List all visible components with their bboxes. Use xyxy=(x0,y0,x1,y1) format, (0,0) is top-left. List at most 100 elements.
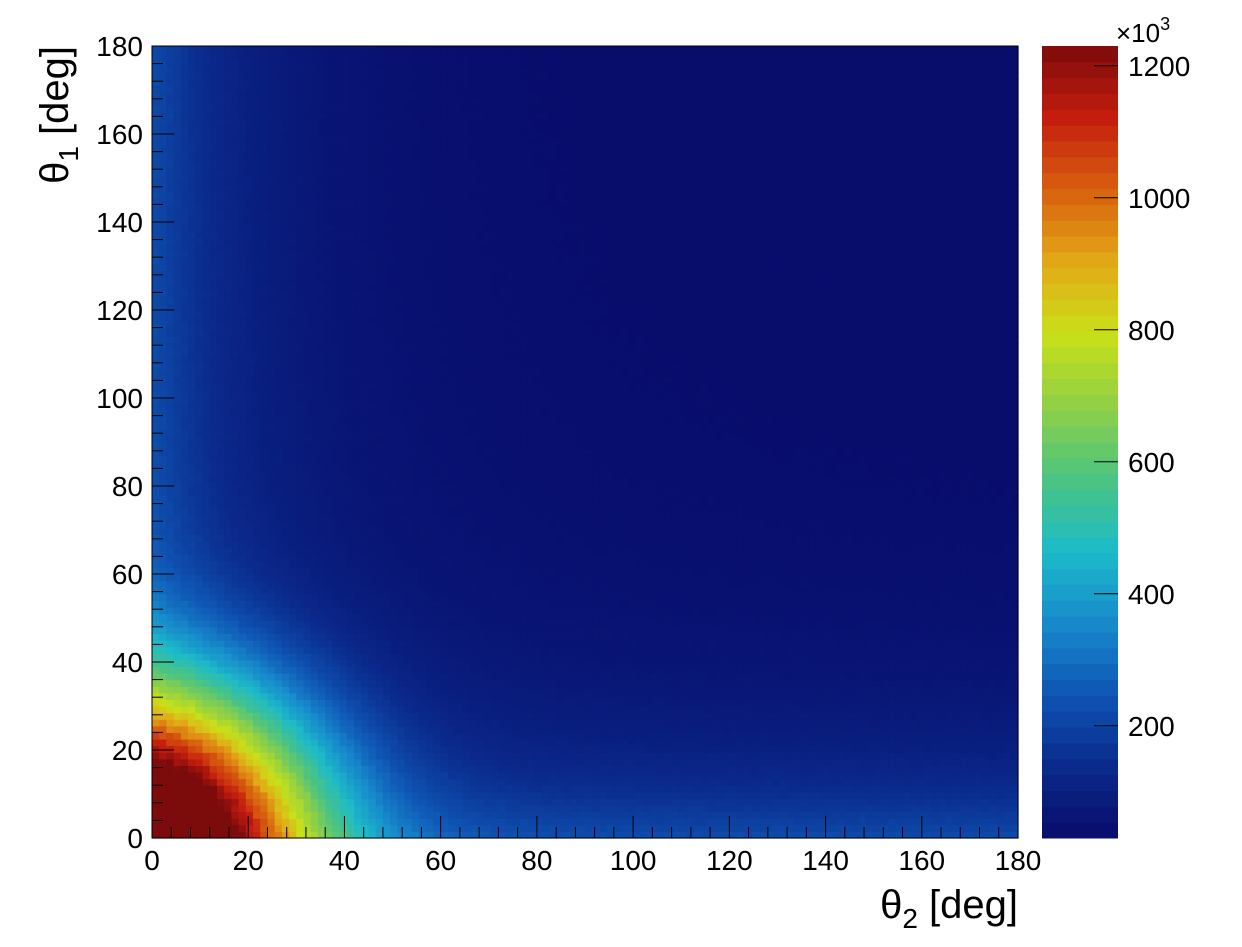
heatmap-cell xyxy=(750,719,759,727)
heatmap-cell xyxy=(303,607,312,615)
heatmap-cell xyxy=(166,679,175,687)
heatmap-cell xyxy=(736,686,745,694)
heatmap-cell xyxy=(823,706,831,714)
heatmap-cell xyxy=(173,752,182,760)
heatmap-cell xyxy=(664,626,673,634)
heatmap-cell xyxy=(476,699,485,707)
heatmap-cell xyxy=(159,785,168,793)
heatmap-cell xyxy=(354,831,362,839)
heatmap-cell xyxy=(231,666,240,674)
heatmap-cell xyxy=(296,640,305,648)
heatmap-cell xyxy=(592,739,601,747)
heatmap-cell xyxy=(902,745,911,753)
heatmap-cell xyxy=(794,640,803,648)
heatmap-cell xyxy=(368,633,377,641)
heatmap-cell xyxy=(483,633,492,641)
heatmap-cell xyxy=(433,587,442,595)
heatmap-cell xyxy=(945,607,954,615)
heatmap-cell xyxy=(498,666,507,674)
heatmap-cell xyxy=(491,659,499,667)
heatmap-cell xyxy=(339,699,348,707)
heatmap-cell xyxy=(152,699,160,707)
heatmap-cell xyxy=(231,653,240,661)
heatmap-cell xyxy=(606,600,615,608)
heatmap-cell xyxy=(520,587,528,595)
heatmap-cell xyxy=(873,620,882,628)
heatmap-cell xyxy=(426,824,435,832)
heatmap-cell xyxy=(375,646,384,654)
heatmap-cell xyxy=(779,824,788,832)
heatmap-cell xyxy=(671,805,680,813)
heatmap-cell xyxy=(390,567,398,575)
heatmap-cell xyxy=(592,633,601,641)
heatmap-cell xyxy=(815,659,824,667)
heatmap-cell xyxy=(808,653,817,661)
heatmap-cell xyxy=(483,626,492,634)
heatmap-cell xyxy=(960,739,969,747)
heatmap-cell xyxy=(382,640,391,648)
heatmap-cell xyxy=(830,739,839,747)
heatmap-cell xyxy=(253,712,261,720)
heatmap-cell xyxy=(808,791,817,799)
heatmap-cell xyxy=(1010,587,1019,595)
heatmap-cell xyxy=(844,758,853,766)
heatmap-cell xyxy=(397,765,406,773)
heatmap-cell xyxy=(852,686,860,694)
heatmap-cell xyxy=(361,739,370,747)
heatmap-cell xyxy=(281,613,290,621)
heatmap-cell xyxy=(180,587,189,595)
heatmap-cell xyxy=(332,785,341,793)
heatmap-cell xyxy=(628,607,637,615)
heatmap-cell xyxy=(852,646,860,654)
heatmap-cell xyxy=(520,732,528,740)
heatmap-cell xyxy=(945,587,954,595)
heatmap-cell xyxy=(245,646,254,654)
heatmap-cell xyxy=(152,560,160,568)
heatmap-cell xyxy=(570,725,579,733)
heatmap-cell xyxy=(296,719,305,727)
heatmap-cell xyxy=(880,673,889,681)
heatmap-cell xyxy=(483,831,492,839)
heatmap-cell xyxy=(794,666,803,674)
heatmap-cell xyxy=(520,765,528,773)
heatmap-cell xyxy=(173,607,182,615)
heatmap-cell xyxy=(433,560,442,568)
heatmap-cell xyxy=(498,758,507,766)
heatmap-cell xyxy=(880,659,889,667)
heatmap-cell xyxy=(981,692,990,700)
heatmap-cell xyxy=(801,686,810,694)
heatmap-cell xyxy=(260,673,269,681)
heatmap-cell xyxy=(440,765,449,773)
heatmap-cell xyxy=(779,659,788,667)
heatmap-cell xyxy=(426,758,435,766)
heatmap-cell xyxy=(491,607,499,615)
heatmap-cell xyxy=(166,739,175,747)
heatmap-cell xyxy=(325,752,334,760)
heatmap-cell xyxy=(989,607,997,615)
heatmap-cell xyxy=(613,633,622,641)
heatmap-cell xyxy=(750,699,759,707)
heatmap-cell xyxy=(787,653,795,661)
heatmap-cell xyxy=(570,673,579,681)
heatmap-cell xyxy=(361,831,370,839)
heatmap-cell xyxy=(888,653,896,661)
heatmap-cell xyxy=(967,646,976,654)
heatmap-cell xyxy=(563,633,572,641)
heatmap-cell xyxy=(815,824,824,832)
heatmap-cell xyxy=(801,818,810,826)
heatmap-cell xyxy=(613,560,622,568)
heatmap-cell xyxy=(642,613,651,621)
heatmap-cell xyxy=(433,633,442,641)
heatmap-cell xyxy=(346,785,355,793)
heatmap-cell xyxy=(772,633,781,641)
heatmap-cell xyxy=(989,798,997,806)
heatmap-cell xyxy=(375,725,384,733)
heatmap-cell xyxy=(339,653,348,661)
heatmap-cell xyxy=(173,699,182,707)
heatmap-cell xyxy=(989,785,997,793)
heatmap-cell xyxy=(1010,732,1019,740)
heatmap-cell xyxy=(628,640,637,648)
heatmap-cell xyxy=(267,633,276,641)
heatmap-cell xyxy=(924,798,932,806)
heatmap-cell xyxy=(253,791,261,799)
